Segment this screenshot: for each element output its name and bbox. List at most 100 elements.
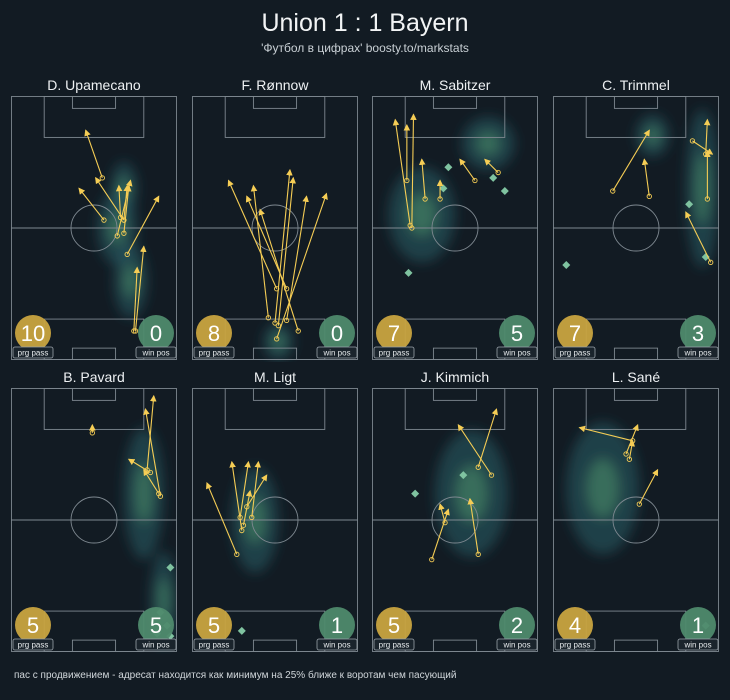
win-pos-badge-label: win pos [141,349,169,358]
pass-arrow [703,118,711,155]
prg-pass-badge-label: prg pass [199,349,230,358]
win-pos-badge: 1 win pos [316,607,358,651]
pass-start [275,323,281,329]
win-pos-badge-label: win pos [683,349,711,358]
heatmap [566,422,640,555]
pass-arrow [467,497,479,555]
pitch: 5 prg pass 1 win pos [192,388,358,652]
prg-pass-badge-label: prg pass [18,641,49,650]
prg-pass-badge-circle [15,315,51,351]
win-pos-badge-value: 2 [511,613,523,638]
pass-arrow [625,423,639,455]
win-pos-badge-label: win pos [502,641,530,650]
pass-start [646,193,652,199]
prg-pass-badge: 4 prg pass [554,607,596,651]
pass-arrow [126,195,160,255]
pass-start [442,519,448,526]
prg-pass-badge-value: 5 [208,613,220,638]
pass-start [475,464,481,470]
pass-arrow [438,503,446,523]
pass-start [472,177,478,184]
win-position-marker [562,260,571,269]
heat-core [406,193,437,237]
pass-start [239,527,245,534]
win-pos-badge: 5 win pos [135,607,177,651]
pass-start [636,501,642,507]
pass-start [237,514,243,521]
prg-pass-badge-label: prg pass [199,641,230,650]
win-pos-badge-value: 5 [150,613,162,638]
pass-arrow [258,208,299,332]
pass-arrow [457,424,492,476]
win-position-marker [459,471,468,480]
pass-arrow [133,266,141,331]
prg-pass-badge: 5 prg pass [193,607,235,651]
pass-arrow [143,468,160,494]
win-position-marker [500,187,509,196]
pass-arrow [123,184,132,234]
pass-start [117,214,124,221]
player-name: L. Sané [611,369,661,385]
pass-arrow [246,474,268,508]
pitch-lines [192,388,358,652]
pass-arrow [418,158,426,200]
pass-arrow [84,129,103,179]
pass-start [234,551,240,557]
pass-start [244,504,250,510]
win-pos-badge-label: win pos [683,641,711,650]
win-pos-badge: 0 win pos [316,315,358,359]
pass-arrow [641,158,650,197]
prg-pass-badge: 10 prg pass [12,315,54,359]
prg-pass-badge-circle [376,315,412,351]
prg-pass-badge: 5 prg pass [373,607,415,651]
pass-arrow [685,211,712,263]
pass-start [626,456,633,462]
prg-pass-badge-circle [15,607,51,643]
prg-pass-badge-value: 4 [569,613,581,638]
win-pos-badge: 1 win pos [677,607,719,651]
pass-arrow [484,158,499,173]
pass-start [708,259,714,265]
pass-arrow [276,192,328,340]
heat-core [586,458,620,519]
win-pos-badge-circle [680,607,716,643]
pitch: 7 prg pass 3 win pos [553,96,719,360]
pass-start [274,336,280,342]
pass-start [422,196,428,202]
win-pos-badge: 2 win pos [496,607,538,651]
pass-start [114,233,120,239]
pitch-lines [11,388,177,652]
pass-start [689,138,696,144]
pass-start [283,317,290,324]
win-pos-badge: 5 win pos [496,315,538,359]
pass-arrow [410,113,417,229]
pass-start [295,328,301,334]
prg-pass-badge-circle [196,315,232,351]
win-position-marker [489,173,498,182]
pass-arrow [277,176,296,326]
pass-start [429,556,435,563]
pass-arrow [146,394,157,470]
pass-arrow [628,439,635,460]
pass-start [475,551,481,557]
pass-arrow [143,408,161,497]
pass-arrow [477,408,498,468]
pitch: 4 prg pass 1 win pos [553,388,719,652]
pass-start [240,522,247,528]
player-name: M. Ligt [253,369,296,385]
win-position-marker [685,200,694,209]
win-position-marker [444,163,453,172]
prg-pass-badge-label: prg pass [560,349,591,358]
pass-start [704,196,711,202]
win-pos-badge-circle [319,607,355,643]
pass-start [121,230,127,236]
pass-arrow [239,460,251,518]
pass-start [272,320,278,326]
page-title: Union 1 : 1 Bayern [261,9,469,37]
pass-start [495,169,501,176]
footnote: пас с продвижением - адресат находится к… [14,670,457,681]
prg-pass-badge-label: prg pass [379,641,410,650]
pitch: 7 prg pass 5 win pos [372,96,538,360]
prg-pass-badge-circle [557,315,593,351]
pass-start [437,196,443,202]
